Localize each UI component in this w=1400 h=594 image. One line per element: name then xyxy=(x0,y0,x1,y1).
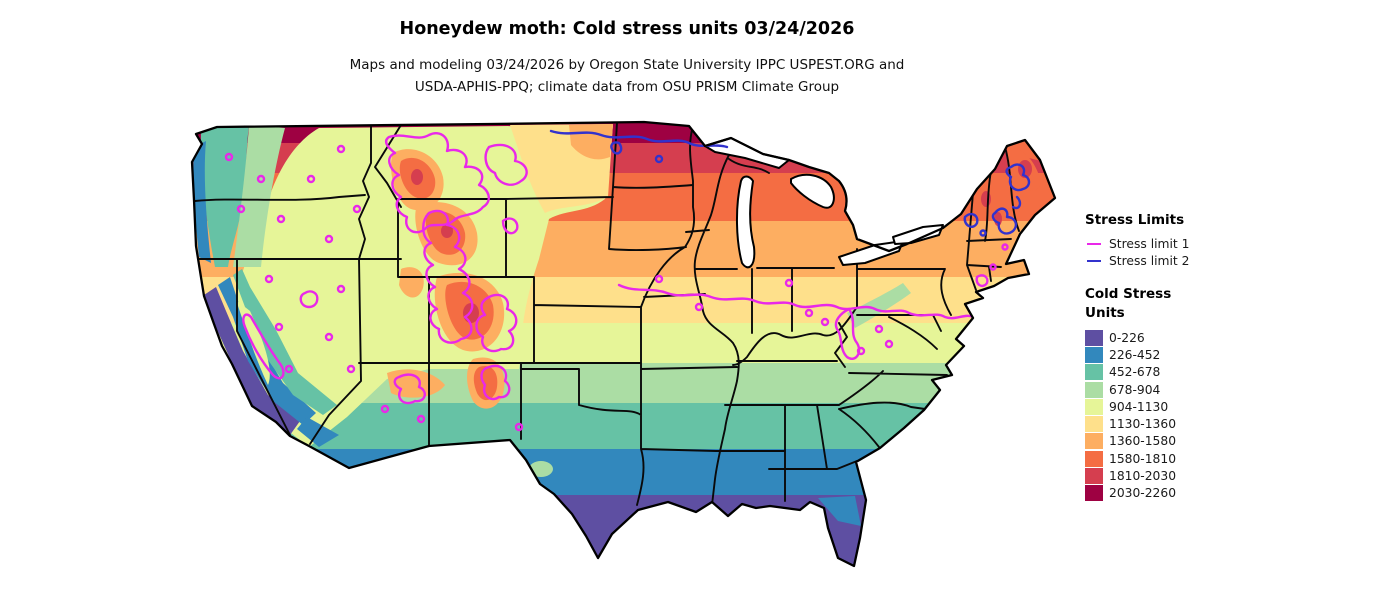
legend-stress-limit-1: Stress limit 1 xyxy=(1085,235,1397,252)
legend-panel: Stress Limits Stress limit 1 Stress limi… xyxy=(1085,212,1397,502)
legend-class-row: 1580-1810 xyxy=(1085,450,1397,467)
class-swatch-3 xyxy=(1085,381,1103,398)
appalachian-green-streak xyxy=(847,283,911,328)
florida-central-blue xyxy=(818,496,861,526)
class-label-6: 1360-1580 xyxy=(1109,434,1177,449)
stress-limit-1-label: Stress limit 1 xyxy=(1109,236,1190,251)
legend-stress-limit-2: Stress limit 2 xyxy=(1085,252,1397,269)
lake-huron xyxy=(790,173,835,209)
legend-class-row: 1360-1580 xyxy=(1085,433,1397,450)
map-subtitle-line1: Maps and modeling 03/24/2026 by Oregon S… xyxy=(349,57,905,73)
pacific-nw-coast-teal xyxy=(200,125,249,267)
class-swatch-6 xyxy=(1085,433,1103,450)
lake-michigan xyxy=(736,175,756,269)
class-swatch-2 xyxy=(1085,364,1103,381)
legend-class-row: 2030-2260 xyxy=(1085,485,1397,502)
class-label-7: 1580-1810 xyxy=(1109,451,1177,466)
stress-limit-2-line-sample xyxy=(1087,259,1101,262)
legend-stress-limits-heading: Stress Limits xyxy=(1085,212,1185,228)
us-map-svg xyxy=(190,120,1057,568)
california-inner-teal xyxy=(233,269,337,415)
class-swatch-1 xyxy=(1085,346,1103,363)
legend-color-classes: 0-226 226-452 452-678 678-904 904-1130 1… xyxy=(1085,329,1397,502)
us-cold-stress-map xyxy=(189,117,1061,589)
class-label-3: 678-904 xyxy=(1109,382,1161,397)
class-swatch-7 xyxy=(1085,450,1103,467)
class-label-9: 2030-2260 xyxy=(1109,486,1177,501)
legend-class-row: 904-1130 xyxy=(1085,398,1397,415)
legend-class-row: 226-452 xyxy=(1085,346,1397,363)
class-label-4: 904-1130 xyxy=(1109,399,1169,414)
class-label-0: 0-226 xyxy=(1109,330,1145,345)
interior-west-basin xyxy=(236,125,614,447)
stress-limit-2-label: Stress limit 2 xyxy=(1109,253,1190,268)
class-swatch-5 xyxy=(1085,416,1103,433)
map-title: Honeydew moth: Cold stress units 03/24/2… xyxy=(399,19,855,39)
class-label-2: 452-678 xyxy=(1109,365,1161,380)
map-subtitle: Maps and modeling 03/24/2026 by Oregon S… xyxy=(0,54,1254,98)
california-coast-purple xyxy=(204,287,300,435)
legend-class-row: 678-904 xyxy=(1085,381,1397,398)
davis-mountains-green xyxy=(529,461,553,477)
pacific-nw-inland-green xyxy=(233,125,285,267)
legend-cold-stress-heading: Cold Stress Units xyxy=(1085,286,1172,321)
map-subtitle-line2: USDA-APHIS-PPQ; climate data from OSU PR… xyxy=(414,79,840,95)
stress-limit-2-contours xyxy=(549,129,1031,237)
legend-class-row: 1130-1360 xyxy=(1085,415,1397,433)
wa-or-coast-blue xyxy=(193,141,211,263)
class-label-8: 1810-2030 xyxy=(1109,469,1177,484)
class-swatch-0 xyxy=(1085,329,1103,346)
class-label-1: 226-452 xyxy=(1109,347,1161,362)
legend-class-row: 452-678 xyxy=(1085,364,1397,381)
stress-limit-1-contours xyxy=(224,132,1009,432)
class-label-5: 1130-1360 xyxy=(1109,417,1177,432)
class-swatch-8 xyxy=(1085,468,1103,485)
state-borders xyxy=(194,122,1020,506)
us-outline xyxy=(190,120,1057,568)
lake-ontario xyxy=(892,224,944,245)
stress-limit-1-line-sample xyxy=(1087,242,1101,245)
class-swatch-4 xyxy=(1085,398,1103,415)
legend-class-row: 1810-2030 xyxy=(1085,467,1397,485)
class-swatch-9 xyxy=(1085,485,1103,502)
legend-class-row: 0-226 xyxy=(1085,329,1397,346)
